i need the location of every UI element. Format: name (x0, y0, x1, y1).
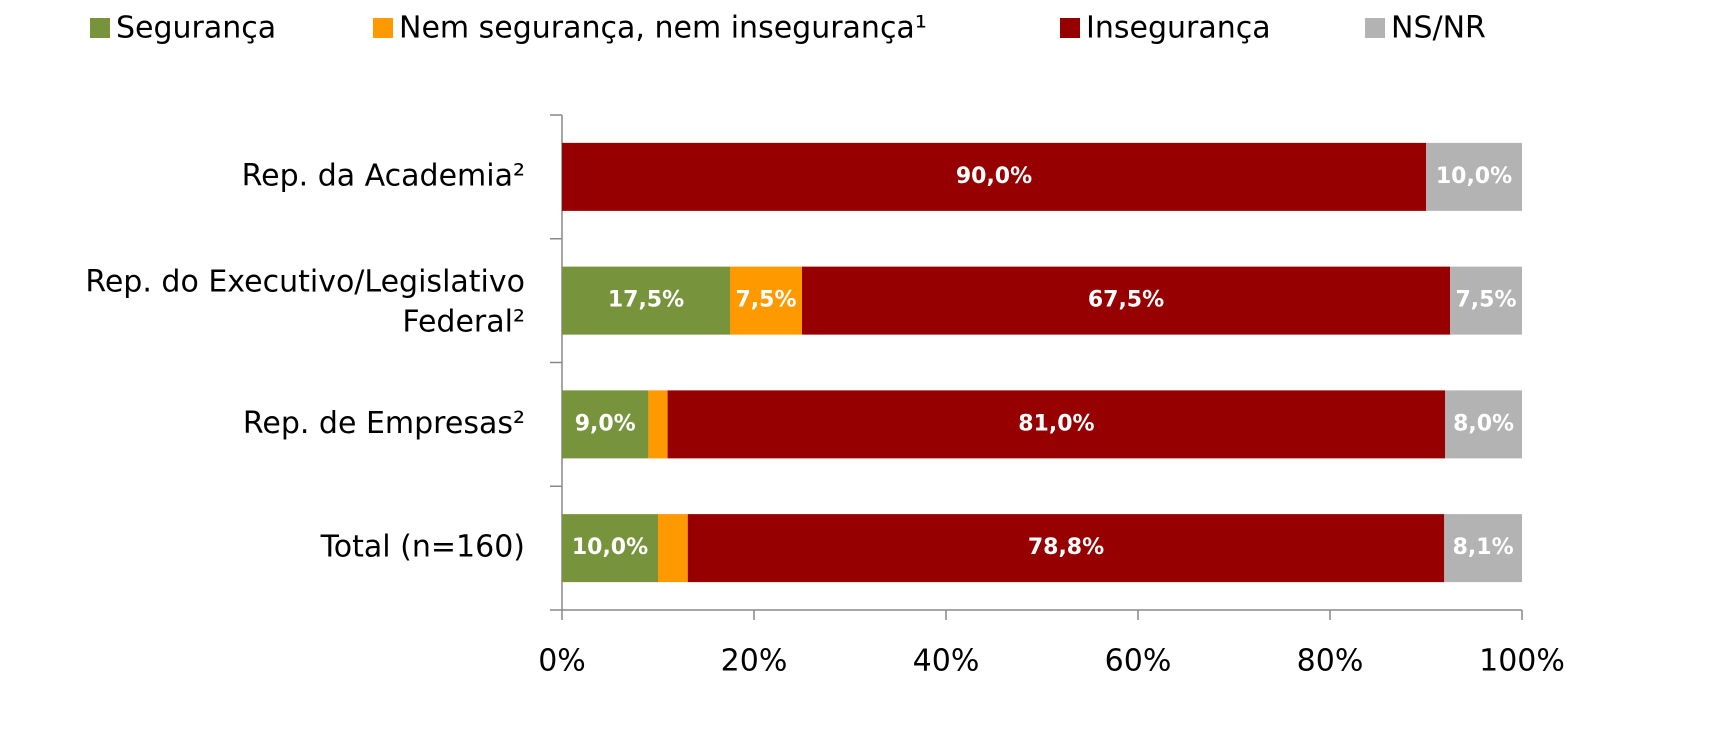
bar-segment (658, 514, 688, 583)
category-label: Rep. de Empresas² (243, 406, 525, 441)
legend-swatch (373, 18, 393, 38)
data-label: 8,0% (1453, 411, 1514, 436)
bar-segment (687, 514, 1445, 583)
data-label: 8,1% (1453, 535, 1514, 560)
legend-label: Segurança (116, 11, 276, 46)
bar-segment (562, 266, 730, 335)
x-tick-label: 100% (1479, 644, 1565, 679)
x-tick-label: 20% (721, 644, 788, 679)
bar-segment (730, 266, 802, 335)
bar-segment (1445, 390, 1522, 459)
legend-label: NS/NR (1391, 11, 1486, 46)
data-label: 7,5% (735, 288, 796, 313)
bar-segment (562, 514, 658, 583)
bar-segment (648, 390, 668, 459)
bar-segment (562, 142, 1426, 211)
bar-segment (1444, 514, 1522, 583)
data-label: 7,5% (1455, 288, 1516, 313)
data-label: 67,5% (1088, 288, 1164, 313)
data-label: 78,8% (1028, 535, 1104, 560)
data-label: 10,0% (572, 535, 648, 560)
legend-label: Insegurança (1086, 11, 1271, 46)
x-tick-label: 0% (538, 644, 586, 679)
bar-segment (802, 266, 1450, 335)
bar-segment (1426, 142, 1522, 211)
bar-segment (562, 390, 649, 459)
x-tick-label: 80% (1297, 644, 1364, 679)
x-tick-label: 60% (1105, 644, 1172, 679)
legend-swatch (1365, 18, 1385, 38)
data-label: 81,0% (1018, 411, 1094, 436)
data-label: 17,5% (608, 288, 684, 313)
data-label: 10,0% (1436, 164, 1512, 189)
bar-segment (1450, 266, 1522, 335)
legend-swatch (90, 18, 110, 38)
legend-label: Nem segurança, nem insegurança¹ (399, 11, 927, 46)
category-label: Rep. do Executivo/Legislativo Federal² (85, 264, 525, 339)
category-label: Total (n=160) (320, 530, 525, 565)
category-label: Rep. da Academia² (242, 158, 525, 193)
bar-segment (667, 390, 1446, 459)
data-label: 9,0% (575, 411, 636, 436)
x-tick-label: 40% (913, 644, 980, 679)
data-label: 90,0% (956, 164, 1032, 189)
legend-swatch (1060, 18, 1080, 38)
